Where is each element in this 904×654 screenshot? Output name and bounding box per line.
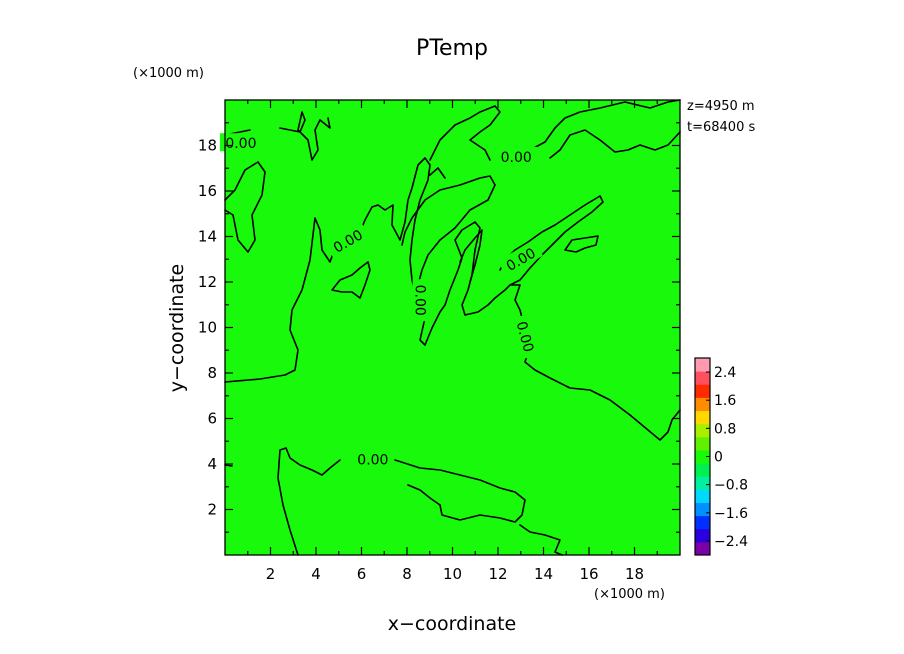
colorbar-tick-label: 2.4 bbox=[714, 365, 736, 381]
contour-label-group: 0.00 bbox=[495, 146, 538, 166]
axis-ticks: 2 4 6 8 10 12 14 16 18 2 4 6 8 10 12 14 16 18 bbox=[198, 100, 680, 583]
contour-label-bg bbox=[219, 133, 262, 152]
y-tick-label: 14 bbox=[198, 228, 217, 246]
colorbar-segment bbox=[695, 476, 710, 490]
colorbar-segment bbox=[695, 528, 710, 543]
colorbar-segment bbox=[695, 449, 710, 464]
contour-labels: 0.000.000.000.000.000.000.00 bbox=[219, 133, 543, 468]
x-tick-label: 14 bbox=[534, 565, 553, 583]
contour-label: 0.00 bbox=[357, 452, 388, 468]
contour-label: 0.00 bbox=[513, 320, 537, 354]
x-axis-title: x−coordinate bbox=[388, 613, 517, 635]
x-tick-label: 18 bbox=[625, 565, 644, 583]
contour-label-group: 0.00 bbox=[512, 313, 541, 359]
z-level-annotation: z=4950 m bbox=[687, 99, 755, 114]
colorbar-segment bbox=[695, 410, 710, 425]
contour-small-island bbox=[331, 261, 371, 299]
contour-label-bg bbox=[495, 146, 538, 165]
x-tick-label: 4 bbox=[311, 565, 321, 583]
y-tick-label: 2 bbox=[207, 501, 217, 519]
colorbar-segment bbox=[695, 371, 710, 385]
contour-label-group: 0.00 bbox=[412, 279, 431, 322]
y-tick-label: 6 bbox=[207, 410, 217, 428]
contour-bottom-left-tail bbox=[407, 484, 441, 506]
colorbar-tick-label: −0.8 bbox=[714, 478, 748, 494]
colorbar-tick-label: 1.6 bbox=[714, 393, 736, 409]
contour-label: 0.00 bbox=[412, 285, 428, 316]
contour-right-island bbox=[564, 235, 599, 253]
y-axis-title: y−coordinate bbox=[166, 264, 188, 393]
x-tick-label: 6 bbox=[357, 565, 367, 583]
colorbar-segment bbox=[695, 463, 710, 477]
chart-title: PTemp bbox=[416, 36, 488, 61]
y-tick-label: 12 bbox=[198, 273, 217, 291]
contour-top-ridge bbox=[429, 99, 681, 161]
contour-bottom bbox=[224, 447, 563, 556]
x-unit-label: (×1000 m) bbox=[594, 587, 665, 602]
colorbar-segment bbox=[695, 358, 710, 372]
colorbar-segment bbox=[695, 423, 710, 438]
colorbar-tick-label: 0 bbox=[714, 450, 723, 466]
y-tick-label: 18 bbox=[198, 137, 217, 155]
colorbar-segment bbox=[695, 384, 710, 398]
contour-central-big bbox=[224, 157, 681, 441]
ptemp-field bbox=[225, 100, 680, 555]
x-tick-label: 8 bbox=[402, 565, 412, 583]
contour-label-bg bbox=[351, 449, 394, 468]
contour-label-bg bbox=[512, 313, 541, 359]
contour-label-bg bbox=[412, 279, 431, 322]
x-tick-label: 12 bbox=[488, 565, 507, 583]
contour-label-bg bbox=[324, 221, 371, 259]
y-tick-label: 8 bbox=[207, 364, 217, 382]
y-tick-label: 16 bbox=[198, 182, 217, 200]
x-tick-label: 10 bbox=[443, 565, 462, 583]
contour-label: 0.00 bbox=[225, 136, 256, 152]
contour-label-group: 0.00 bbox=[219, 133, 262, 152]
y-unit-label: (×1000 m) bbox=[133, 66, 204, 81]
colorbar: 2.4 1.6 0.8 0 −0.8 −1.6 −2.4 bbox=[694, 357, 748, 556]
colorbar-segment bbox=[695, 436, 710, 451]
contour-label-group: 0.00 bbox=[351, 449, 394, 468]
colorbar-tick-label: 0.8 bbox=[714, 421, 736, 437]
plot-area: 0.000.000.000.000.000.000.00 2 4 6 8 10 12 14 1… bbox=[198, 99, 681, 583]
colorbar-segment bbox=[695, 502, 710, 517]
x-tick-label: 2 bbox=[266, 565, 276, 583]
contour-left-lobe bbox=[224, 161, 266, 253]
contour-label-bg bbox=[497, 240, 543, 277]
y-tick-label: 10 bbox=[198, 319, 217, 337]
contour-upper-ridge bbox=[401, 175, 496, 306]
contour-label: 0.00 bbox=[501, 150, 532, 166]
colorbar-segment bbox=[695, 397, 710, 412]
time-annotation: t=68400 s bbox=[687, 120, 755, 135]
x-tick-label: 16 bbox=[579, 565, 598, 583]
colorbar-tick-label: −2.4 bbox=[714, 534, 748, 550]
colorbar-segment bbox=[695, 541, 710, 556]
contour-top-right-wave bbox=[549, 129, 681, 159]
y-tick-label: 4 bbox=[207, 455, 217, 473]
colorbar-segment bbox=[695, 515, 710, 530]
contour-mid-upper bbox=[429, 167, 483, 283]
colorbar-segment bbox=[695, 489, 710, 503]
colorbar-tick-label: −1.6 bbox=[714, 506, 748, 522]
